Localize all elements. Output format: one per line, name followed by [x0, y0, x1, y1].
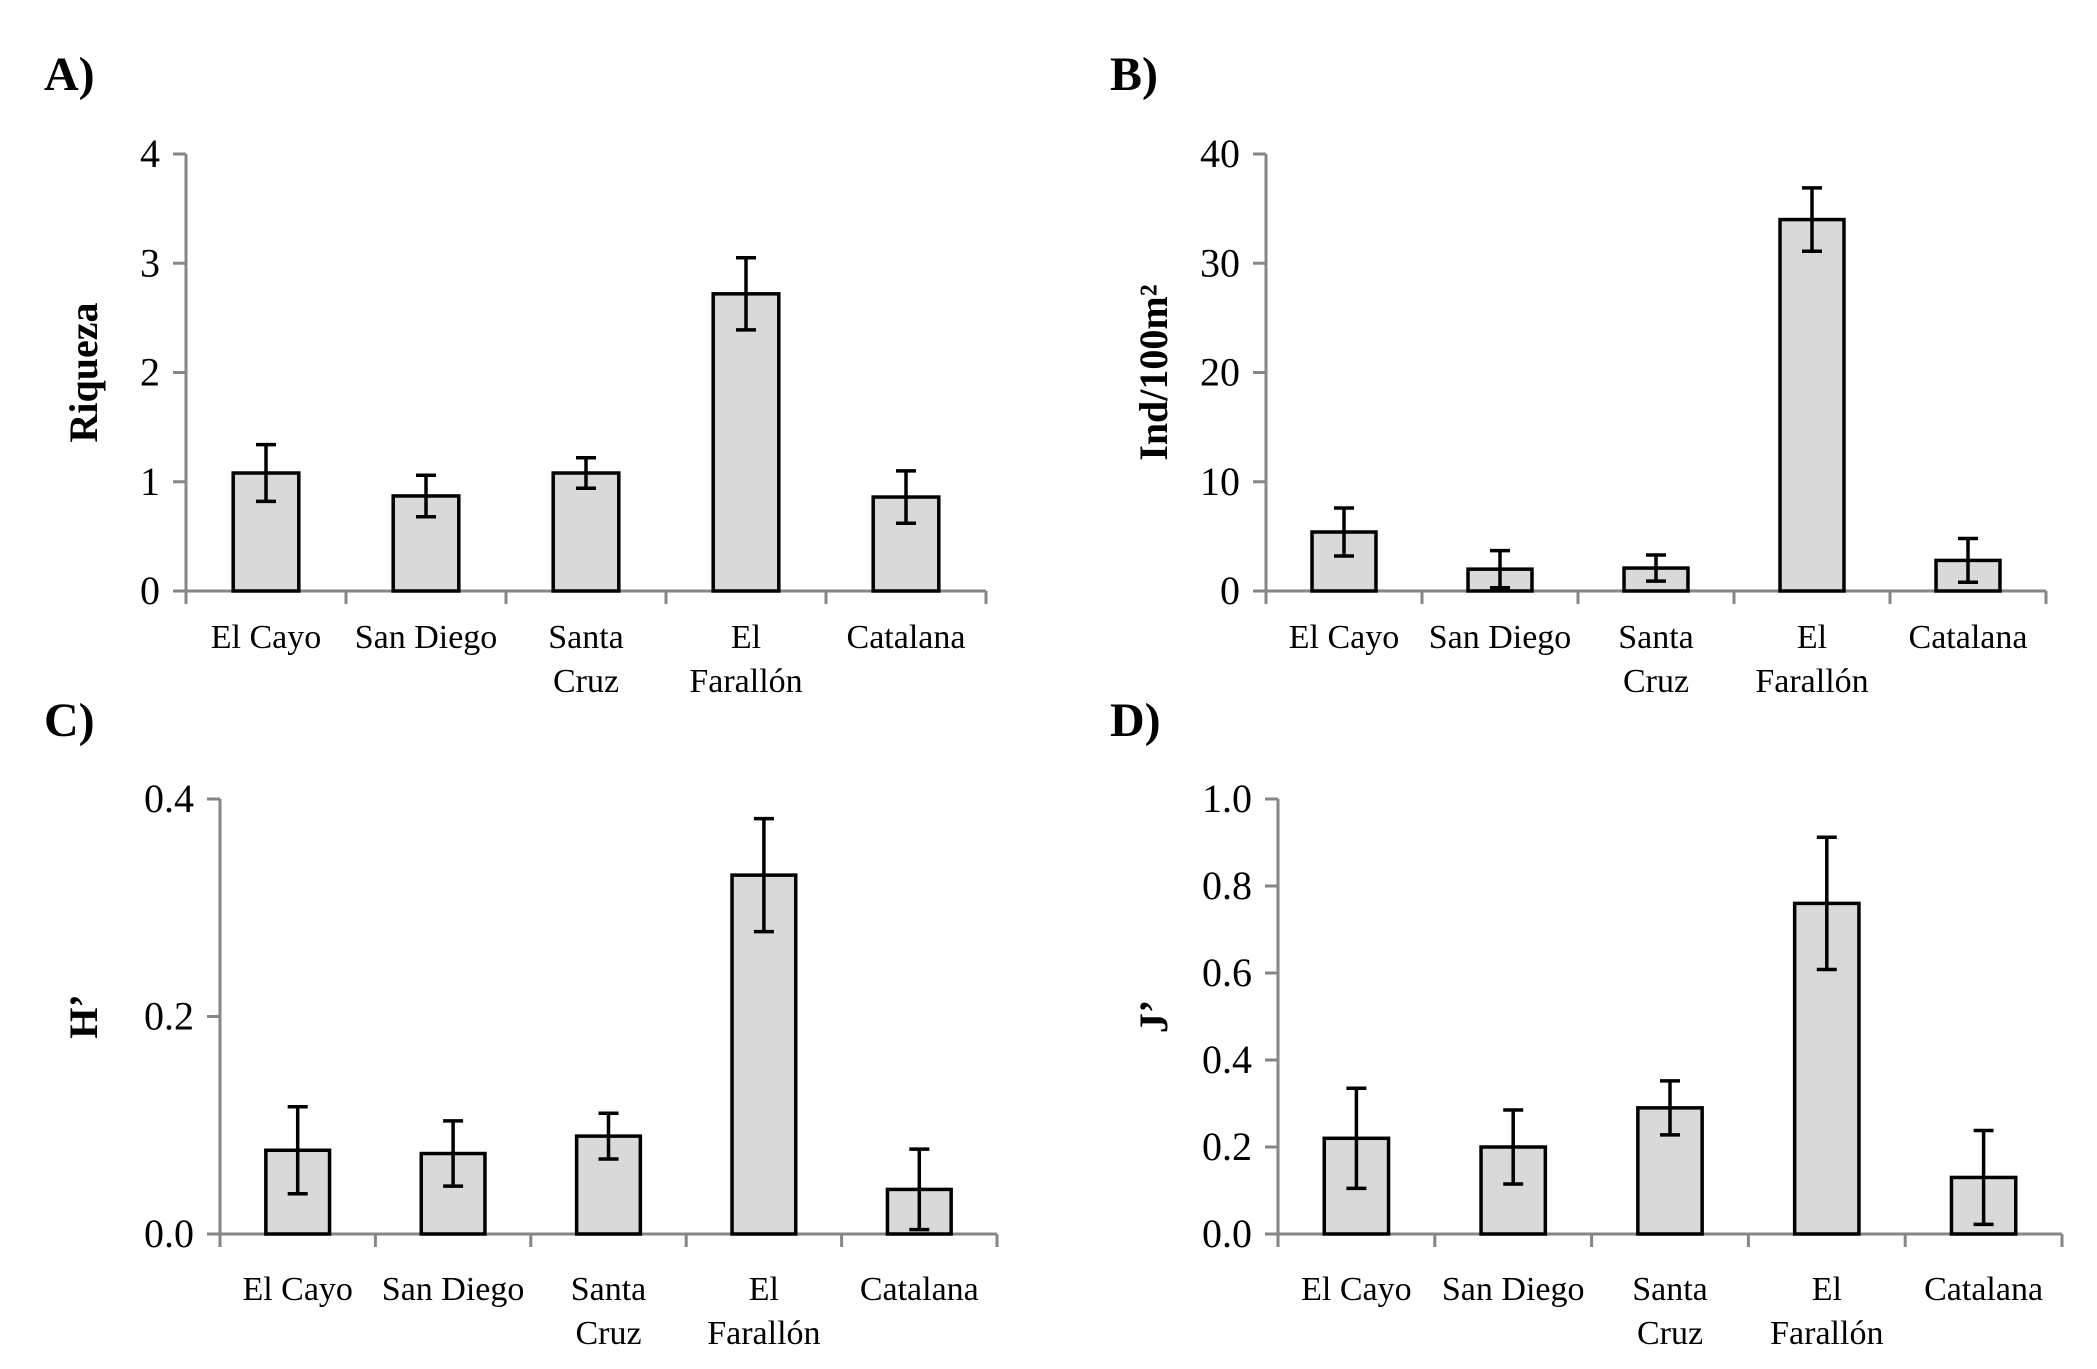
y-tick-label: 30	[1200, 240, 1240, 285]
y-tick-label: 3	[140, 240, 160, 285]
x-tick-label: Santa	[1632, 1271, 1708, 1308]
x-tick-label: El Cayo	[1301, 1271, 1411, 1308]
y-axis-title: H’	[61, 994, 106, 1038]
error-bar	[1958, 536, 1978, 585]
x-tick-label: Farallón	[1755, 663, 1868, 700]
y-tick-label: 0.8	[1202, 863, 1252, 908]
panel-a: A) Riqueza 0 1 2 3 4 El Cayo San Diego Santa Cruz E…	[44, 48, 988, 700]
panel-letter: C)	[44, 694, 95, 747]
x-tick-label: Santa	[1618, 619, 1694, 656]
panel-letter: D)	[1110, 694, 1161, 747]
bar	[1636, 1106, 1704, 1236]
y-tick-label: 4	[140, 131, 160, 176]
x-tick-label: Santa	[548, 619, 624, 656]
y-tick-label: 2	[140, 350, 160, 395]
error-bar	[1503, 1108, 1524, 1186]
error-bar	[416, 473, 436, 519]
y-axis-title: J’	[1131, 1000, 1176, 1033]
y-tick-label: 40	[1200, 131, 1240, 176]
y-tick-label: 1	[140, 459, 160, 504]
panel-d: D) J’ 0.0 0.2 0.4 0.6 0.8 1.0 El Cayo San Diego Sa…	[1110, 694, 2064, 1352]
y-tick-label: 0.0	[144, 1211, 194, 1256]
y-axis-title: Ind/100m²	[1131, 284, 1176, 460]
error-bar	[1490, 548, 1510, 590]
error-bar	[1346, 1086, 1367, 1191]
error-bar	[256, 442, 276, 504]
y-tick-label: 0	[1220, 568, 1240, 613]
x-tick-label: San Diego	[382, 1271, 525, 1308]
bar	[730, 873, 798, 1236]
error-bar	[1660, 1079, 1680, 1137]
error-bar	[287, 1105, 308, 1196]
x-tick-label: San Diego	[1442, 1271, 1585, 1308]
error-bar	[1973, 1128, 1994, 1227]
x-tick-label: Farallón	[1770, 1315, 1883, 1352]
x-tick-label: Catalana	[1924, 1271, 2043, 1308]
y-tick-label: 0.2	[144, 994, 194, 1039]
x-tick-label: Cruz	[1637, 1315, 1703, 1352]
error-bar	[1334, 506, 1354, 558]
y-tick-label: 0.4	[144, 776, 194, 821]
y-tick-label: 10	[1200, 459, 1240, 504]
y-tick-label: 1.0	[1202, 776, 1252, 821]
x-tick-label: El	[1812, 1271, 1842, 1308]
x-tick-label: Cruz	[1623, 663, 1689, 700]
error-bar	[598, 1111, 619, 1161]
y-axis-title: Riqueza	[61, 303, 106, 443]
y-tick-label: 0.2	[1202, 1124, 1252, 1169]
x-tick-label: Cruz	[575, 1315, 641, 1352]
x-tick-label: Catalana	[847, 619, 966, 656]
x-tick-label: Santa	[571, 1271, 647, 1308]
panel-letter: A)	[44, 48, 95, 101]
error-bar	[1802, 186, 1822, 253]
x-tick-label: Cruz	[553, 663, 619, 700]
error-bar	[753, 816, 774, 934]
y-tick-label: 0	[140, 568, 160, 613]
panel-letter: B)	[1110, 48, 1158, 101]
error-bar	[443, 1119, 464, 1188]
y-tick-label: 0.6	[1202, 950, 1252, 995]
x-tick-label: Catalana	[860, 1271, 979, 1308]
bar	[1778, 217, 1846, 593]
x-tick-label: El	[749, 1271, 779, 1308]
error-bar	[1816, 835, 1837, 972]
y-tick-label: 0.4	[1202, 1037, 1252, 1082]
x-tick-label: Farallón	[707, 1315, 820, 1352]
bar	[551, 471, 621, 593]
x-tick-label: El Cayo	[211, 619, 321, 656]
error-bar	[1646, 553, 1666, 583]
bar	[1310, 530, 1378, 593]
x-tick-label: El	[1797, 619, 1827, 656]
bar	[711, 292, 781, 593]
y-tick-label: 20	[1200, 350, 1240, 395]
bar	[231, 471, 301, 593]
x-tick-label: San Diego	[1429, 619, 1572, 656]
error-bar	[736, 256, 756, 332]
panel-b: B) Ind/100m² 0 10 20 30 40 El Cayo San Diego Sant…	[1110, 48, 2048, 700]
x-tick-label: Farallón	[689, 663, 802, 700]
y-tick-label: 0.0	[1202, 1211, 1252, 1256]
x-tick-label: El Cayo	[242, 1271, 352, 1308]
error-bar	[896, 469, 916, 526]
panel-c: C) H’ 0.0 0.2 0.4 El Cayo San Diego Santa Cruz El…	[44, 694, 999, 1352]
x-tick-label: San Diego	[355, 619, 498, 656]
x-tick-label: El Cayo	[1289, 619, 1399, 656]
error-bar	[909, 1147, 930, 1232]
error-bar	[576, 455, 596, 491]
x-tick-label: El	[731, 619, 761, 656]
x-tick-label: Catalana	[1909, 619, 2028, 656]
